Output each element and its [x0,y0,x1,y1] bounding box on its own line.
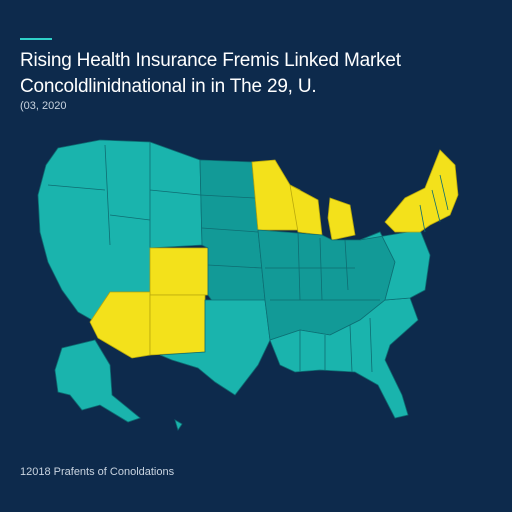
island-detail [174,419,183,431]
region-mid-atlantic [359,229,431,301]
state-arizona [89,291,151,359]
map-title: Rising Health Insurance Fremis Linked Ma… [20,48,490,100]
state-alaska [54,339,141,423]
map-subtitle: (03, 2020 [20,100,67,112]
border-plains [199,194,263,269]
border-southeast [299,317,373,373]
border-wa-or [47,142,201,248]
region-southeast [269,297,419,419]
state-michigan [327,197,356,241]
state-new-mexico [149,294,206,356]
region-northeast [384,149,459,233]
map-title-line-1: Rising Health Insurance Fremis Linked Ma… [20,50,401,71]
border-northeast [419,174,449,233]
map-caption: 12018 Prafents of Conoldations [20,466,175,478]
accent-rule [20,38,52,40]
state-colorado [149,247,209,296]
border-midwest [265,231,380,301]
map-title-line-2: Concoldlinidnational in in The 29, U. [20,76,317,97]
